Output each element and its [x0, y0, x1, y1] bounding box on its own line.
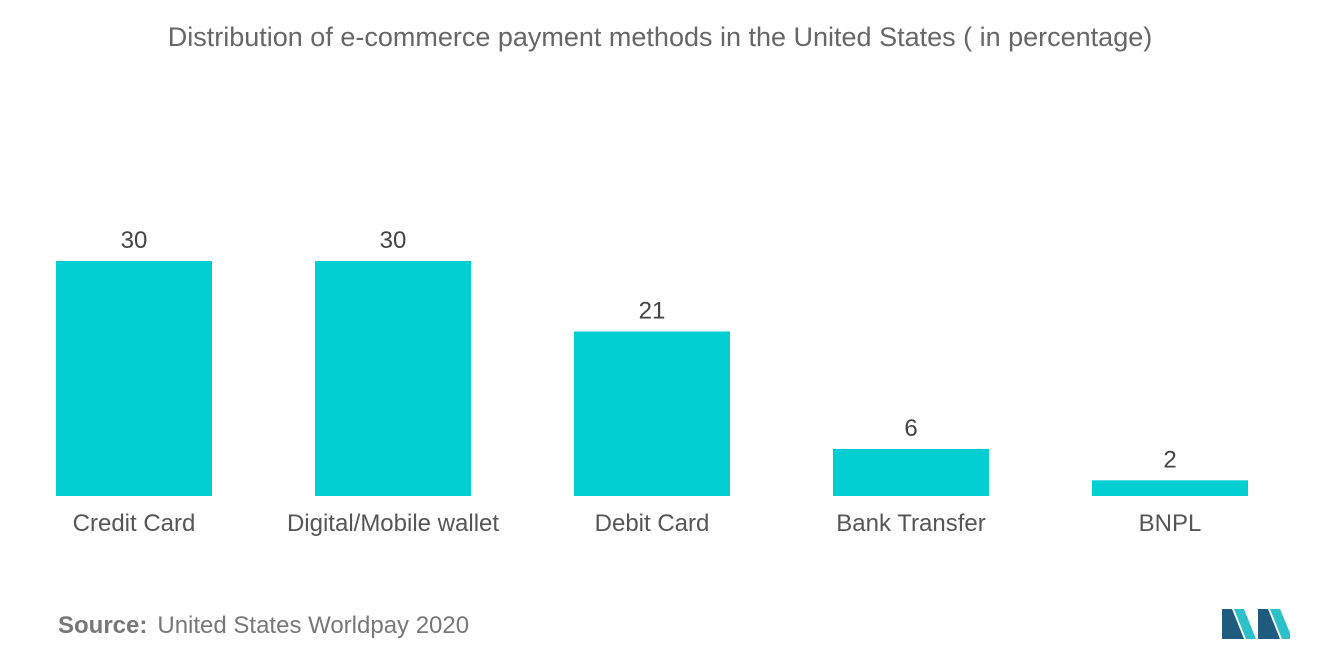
category-label: Digital/Mobile wallet — [287, 510, 499, 537]
bar-credit-card — [56, 261, 212, 496]
value-label: 21 — [639, 298, 666, 325]
category-label: Debit Card — [595, 510, 710, 537]
source-text: United States Worldpay 2020 — [157, 612, 470, 639]
bar-debit-card — [574, 331, 730, 496]
category-label: BNPL — [1139, 510, 1202, 537]
source-note: Source: United States Worldpay 2020 — [58, 612, 469, 640]
logo-shape-3 — [1258, 609, 1280, 639]
source-label: Source: — [58, 612, 148, 639]
bar-chart: 30 30 21 6 2 Credit Card Digital/Mobile walle… — [56, 227, 1248, 537]
logo-shape-1 — [1222, 609, 1244, 639]
logo-shape-2 — [1234, 609, 1256, 639]
value-label: 30 — [121, 227, 148, 254]
value-labels-group: 30 30 21 6 2 — [121, 227, 1177, 473]
value-label: 2 — [1163, 446, 1176, 473]
bar-digital-mobile-wallet — [315, 261, 471, 496]
bar-bank-transfer — [833, 449, 989, 496]
mordor-intelligence-logo-icon — [1222, 609, 1290, 639]
value-label: 30 — [380, 227, 407, 254]
category-label: Bank Transfer — [836, 510, 985, 537]
logo-shape-4 — [1270, 609, 1290, 639]
value-label: 6 — [904, 415, 917, 442]
bar-bnpl — [1092, 480, 1248, 496]
chart-title: Distribution of e-commerce payment metho… — [167, 22, 1153, 52]
category-labels-group: Credit Card Digital/Mobile wallet Debit Ca… — [73, 510, 1202, 537]
bars-group — [56, 261, 1248, 496]
category-label: Credit Card — [73, 510, 196, 537]
